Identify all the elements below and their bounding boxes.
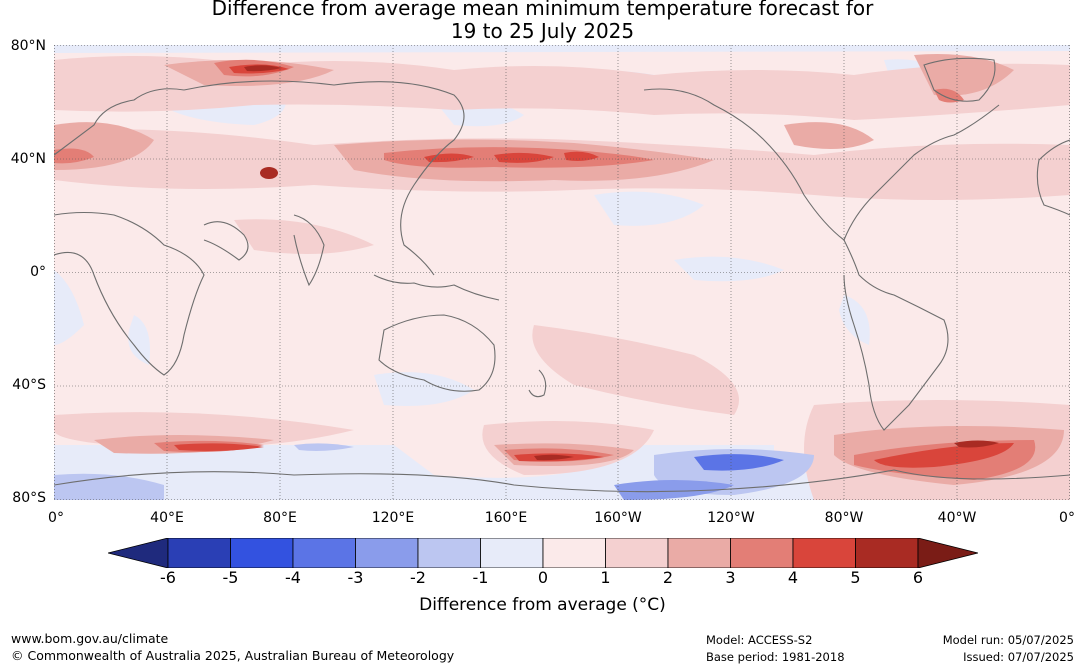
chart-title-line2: 19 to 25 July 2025 [450, 19, 635, 43]
lon-label-40e: 40°E [150, 510, 184, 526]
lat-label-80s: 80°S [12, 490, 46, 506]
lon-label-0-left: 0° [48, 510, 64, 526]
lat-label-0: 0° [30, 264, 46, 280]
footer-model-run: Model run: 05/07/2025 [942, 633, 1074, 647]
colorbar-tick-label: -2 [410, 568, 426, 587]
colorbar-tick-label: 6 [912, 568, 924, 587]
anomaly-map [54, 45, 1070, 500]
lon-label-120e: 120°E [371, 510, 415, 526]
footer-base-period: Base period: 1981-2018 [706, 650, 845, 664]
colorbar-tick-label: 2 [662, 568, 674, 587]
colorbar-tick-label: 0 [537, 568, 549, 587]
colorbar-label: Difference from average (°C) [419, 595, 666, 615]
colorbar-segment [730, 538, 794, 568]
lon-label-120w: 120°W [707, 510, 755, 526]
lon-label-80w: 80°W [824, 510, 864, 526]
lon-label-80e: 80°E [263, 510, 297, 526]
colorbar-segment [855, 538, 919, 568]
lat-label-40s: 40°S [12, 377, 46, 393]
colorbar-segment [605, 538, 669, 568]
colorbar-segment [292, 538, 356, 568]
colorbar-segment [542, 538, 606, 568]
colorbar-tick-label: -1 [472, 568, 489, 587]
coastlines [54, 57, 1070, 493]
colorbar-tick-label: 1 [600, 568, 611, 587]
map-gridlines [54, 45, 1070, 500]
colorbar-tick-label: -4 [285, 568, 301, 587]
colorbar-segment [667, 538, 731, 568]
colorbar-tick-label: -6 [160, 568, 176, 587]
colorbar-extend-high [917, 538, 978, 568]
colorbar-tick-label: 4 [787, 568, 799, 587]
lat-label-80n: 80°N [10, 38, 46, 54]
colorbar-tick-label: 3 [725, 568, 736, 587]
lat-label-40n: 40°N [10, 151, 46, 167]
footer-issued: Issued: 07/07/2025 [963, 650, 1074, 664]
footer-url: www.bom.gov.au/climate [11, 631, 169, 646]
colorbar-segment [230, 538, 294, 568]
colorbar-tick-label: -5 [222, 568, 239, 587]
colorbar-segment [417, 538, 481, 568]
colorbar-segment [355, 538, 419, 568]
footer-copyright: © Commonwealth of Australia 2025, Austra… [11, 648, 455, 663]
lon-label-160w: 160°W [594, 510, 642, 526]
lon-label-160e: 160°E [484, 510, 528, 526]
lon-label-0-right: 0° [1059, 510, 1075, 526]
colorbar-segment [480, 538, 544, 568]
chart-title-line1: Difference from average mean minimum tem… [211, 0, 874, 20]
colorbar-segment [167, 538, 231, 568]
warm-anomaly-5-6 [244, 65, 999, 461]
colorbar-extend-low [108, 538, 169, 568]
footer-model: Model: ACCESS-S2 [706, 633, 813, 647]
colorbar-tick-label: 5 [850, 568, 861, 587]
colorbar-segment [792, 538, 856, 568]
colorbar [108, 538, 978, 568]
colorbar-tick-label: -3 [347, 568, 364, 587]
lon-label-40w: 40°W [937, 510, 977, 526]
